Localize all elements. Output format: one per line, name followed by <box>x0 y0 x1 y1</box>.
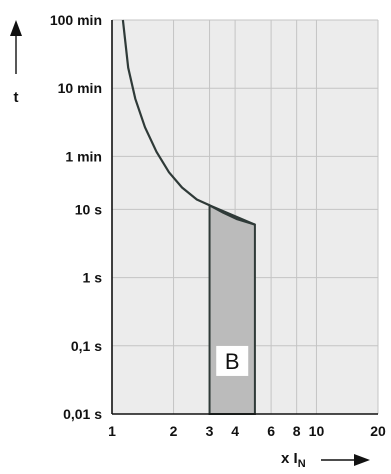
y-tick-label: 0,1 s <box>71 338 102 354</box>
x-tick-label: 4 <box>231 423 239 439</box>
x-tick-label: 2 <box>170 423 178 439</box>
x-axis-title-main: x I <box>281 450 298 467</box>
x-tick-label: 8 <box>293 423 301 439</box>
y-tick-label: 0,01 s <box>63 406 102 422</box>
y-axis-title: t <box>14 89 19 106</box>
x-tick-label: 1 <box>108 423 116 439</box>
y-tick-label: 1 min <box>65 148 102 164</box>
region-label: B <box>225 349 240 374</box>
y-tick-label: 100 min <box>50 12 102 28</box>
x-tick-label: 20 <box>370 423 386 439</box>
axes <box>111 20 378 415</box>
x-tick-label: 3 <box>206 423 214 439</box>
tripping-curve <box>121 19 256 226</box>
x-tick-label: 6 <box>267 423 275 439</box>
x-axis-title-subscript: N <box>298 458 306 470</box>
axis-arrows <box>10 20 370 466</box>
y-tick-labels: 100 min 10 min 1 min 10 s 1 s 0,1 s 0,01 s <box>50 12 102 422</box>
x-tick-labels: 1 2 3 4 6 8 10 20 <box>108 423 386 439</box>
y-tick-label: 1 s <box>83 270 103 286</box>
y-arrow-head <box>10 20 22 36</box>
region-label-box <box>216 345 249 376</box>
y-tick-label: 10 min <box>58 80 102 96</box>
x-tick-label: 10 <box>309 423 325 439</box>
y-tick-label: 10 s <box>75 201 102 217</box>
x-axis-title: x IN <box>281 450 306 470</box>
x-arrow-head <box>354 454 370 466</box>
tripping-region-b <box>208 203 256 415</box>
